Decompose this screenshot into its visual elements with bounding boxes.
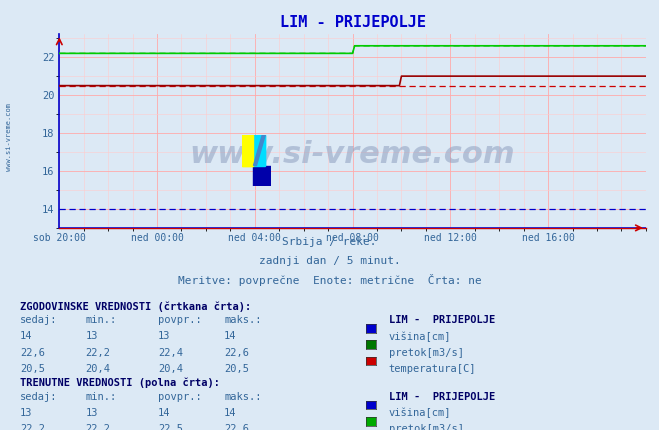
- Polygon shape: [254, 135, 266, 166]
- Text: 13: 13: [158, 331, 171, 341]
- Text: Srbija / reke.: Srbija / reke.: [282, 237, 377, 247]
- Text: 14: 14: [20, 331, 32, 341]
- Text: pretok[m3/s]: pretok[m3/s]: [389, 347, 464, 358]
- Text: temperatura[C]: temperatura[C]: [389, 364, 476, 374]
- Bar: [242, 135, 254, 166]
- Text: 20,4: 20,4: [86, 364, 111, 374]
- Text: sedaj:: sedaj:: [20, 392, 57, 402]
- Text: 22,2: 22,2: [20, 424, 45, 430]
- Polygon shape: [254, 135, 266, 166]
- Text: 22,4: 22,4: [158, 347, 183, 358]
- Text: sedaj:: sedaj:: [20, 315, 57, 325]
- Text: LIM -  PRIJEPOLJE: LIM - PRIJEPOLJE: [389, 392, 495, 402]
- Text: 20,5: 20,5: [20, 364, 45, 374]
- Text: ZGODOVINSKE VREDNOSTI (črtkana črta):: ZGODOVINSKE VREDNOSTI (črtkana črta):: [20, 301, 251, 311]
- Text: višina[cm]: višina[cm]: [389, 331, 451, 342]
- Title: LIM - PRIJEPOLJE: LIM - PRIJEPOLJE: [279, 15, 426, 31]
- Text: LIM -  PRIJEPOLJE: LIM - PRIJEPOLJE: [389, 315, 495, 325]
- Text: maks.:: maks.:: [224, 392, 262, 402]
- Text: www.si-vreme.com: www.si-vreme.com: [190, 140, 515, 169]
- Text: povpr.:: povpr.:: [158, 392, 202, 402]
- Text: 13: 13: [20, 408, 32, 418]
- Text: 22,2: 22,2: [86, 424, 111, 430]
- Text: 22,6: 22,6: [20, 347, 45, 358]
- Text: zadnji dan / 5 minut.: zadnji dan / 5 minut.: [258, 256, 401, 267]
- Text: 22,5: 22,5: [158, 424, 183, 430]
- Text: 22,6: 22,6: [224, 424, 249, 430]
- Text: maks.:: maks.:: [224, 315, 262, 325]
- Text: Meritve: povprečne  Enote: metrične  Črta: ne: Meritve: povprečne Enote: metrične Črta:…: [178, 274, 481, 286]
- Text: min.:: min.:: [86, 392, 117, 402]
- Text: 22,2: 22,2: [86, 347, 111, 358]
- Text: višina[cm]: višina[cm]: [389, 408, 451, 418]
- Bar: [254, 135, 266, 166]
- Bar: [254, 166, 272, 186]
- Text: 14: 14: [224, 331, 237, 341]
- Text: TRENUTNE VREDNOSTI (polna črta):: TRENUTNE VREDNOSTI (polna črta):: [20, 378, 219, 388]
- Polygon shape: [242, 135, 254, 166]
- Text: 20,4: 20,4: [158, 364, 183, 374]
- Text: 14: 14: [158, 408, 171, 418]
- Text: 20,5: 20,5: [224, 364, 249, 374]
- Text: povpr.:: povpr.:: [158, 315, 202, 325]
- Text: 14: 14: [224, 408, 237, 418]
- Polygon shape: [254, 135, 266, 166]
- Text: 22,6: 22,6: [224, 347, 249, 358]
- Text: 13: 13: [86, 408, 98, 418]
- Text: pretok[m3/s]: pretok[m3/s]: [389, 424, 464, 430]
- Text: min.:: min.:: [86, 315, 117, 325]
- Text: 13: 13: [86, 331, 98, 341]
- Text: www.si-vreme.com: www.si-vreme.com: [5, 103, 12, 171]
